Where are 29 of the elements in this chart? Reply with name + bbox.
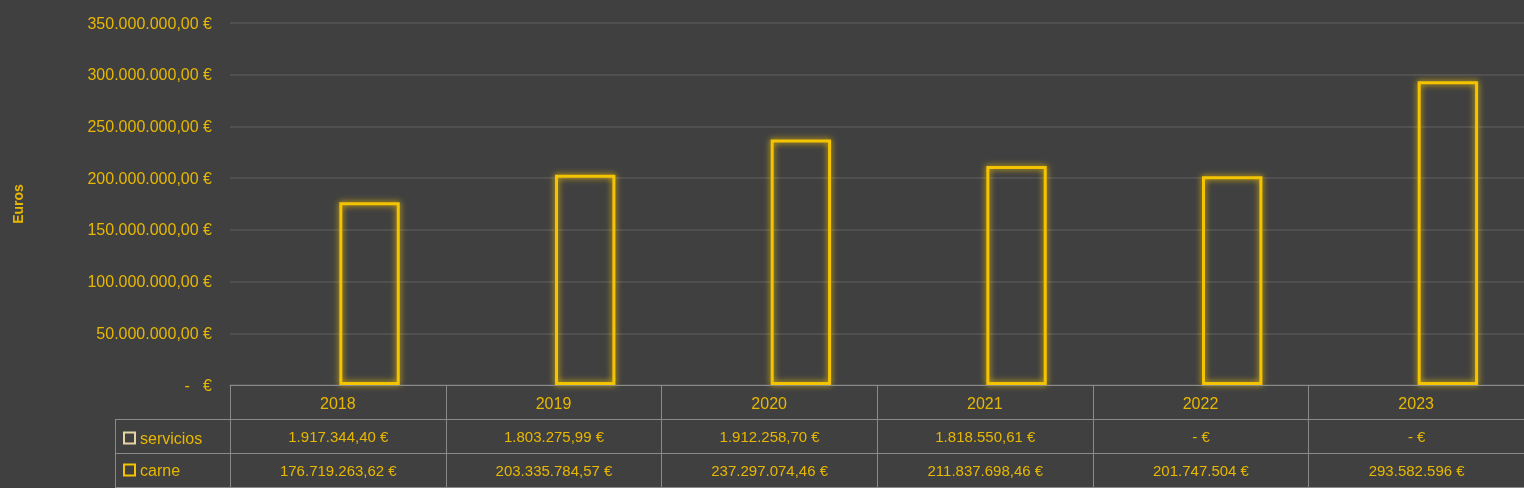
data-label: 1.803.275,99 € <box>445 419 663 454</box>
x-tick-label: 2022 <box>1182 394 1219 412</box>
x-tick-label: 2020 <box>751 394 788 412</box>
legend-label: servicios <box>140 429 203 447</box>
data-label: 237.297.074,46 € <box>661 453 878 488</box>
y-tick-label: 50.000.000,00 € <box>96 324 213 342</box>
x-tick-label: 2019 <box>535 394 572 412</box>
data-label: 201.747.504 € <box>1092 453 1310 488</box>
data-label: 1.818.550,61 € <box>877 419 1094 454</box>
data-label: 293.582.596 € <box>1308 453 1524 488</box>
data-label: 176.719.263,62 € <box>230 453 447 488</box>
y-axis-title: Euros <box>10 183 26 224</box>
data-label: - € <box>1308 419 1524 454</box>
y-tick-label: 100.000.000,00 € <box>87 273 213 291</box>
data-label: 1.912.258,70 € <box>661 419 878 454</box>
y-tick-label: 350.000.000,00 € <box>87 14 213 32</box>
y-tick-label: 200.000.000,00 € <box>87 169 213 187</box>
x-tick-label: 2023 <box>1398 394 1435 412</box>
y-tick-label: - € <box>184 376 213 394</box>
y-tick-label: 150.000.000,00 € <box>87 221 213 239</box>
y-tick-label: 250.000.000,00 € <box>87 117 213 135</box>
y-tick-label: 300.000.000,00 € <box>87 66 213 84</box>
data-label: 1.917.344,40 € <box>230 419 447 454</box>
data-label: 211.837.698,46 € <box>877 453 1094 488</box>
data-label: - € <box>1092 419 1310 454</box>
x-tick-label: 2018 <box>320 394 356 412</box>
data-label: 203.335.784,57 € <box>445 453 663 488</box>
x-tick-label: 2021 <box>967 394 1003 412</box>
legend-label: carne <box>140 461 181 479</box>
